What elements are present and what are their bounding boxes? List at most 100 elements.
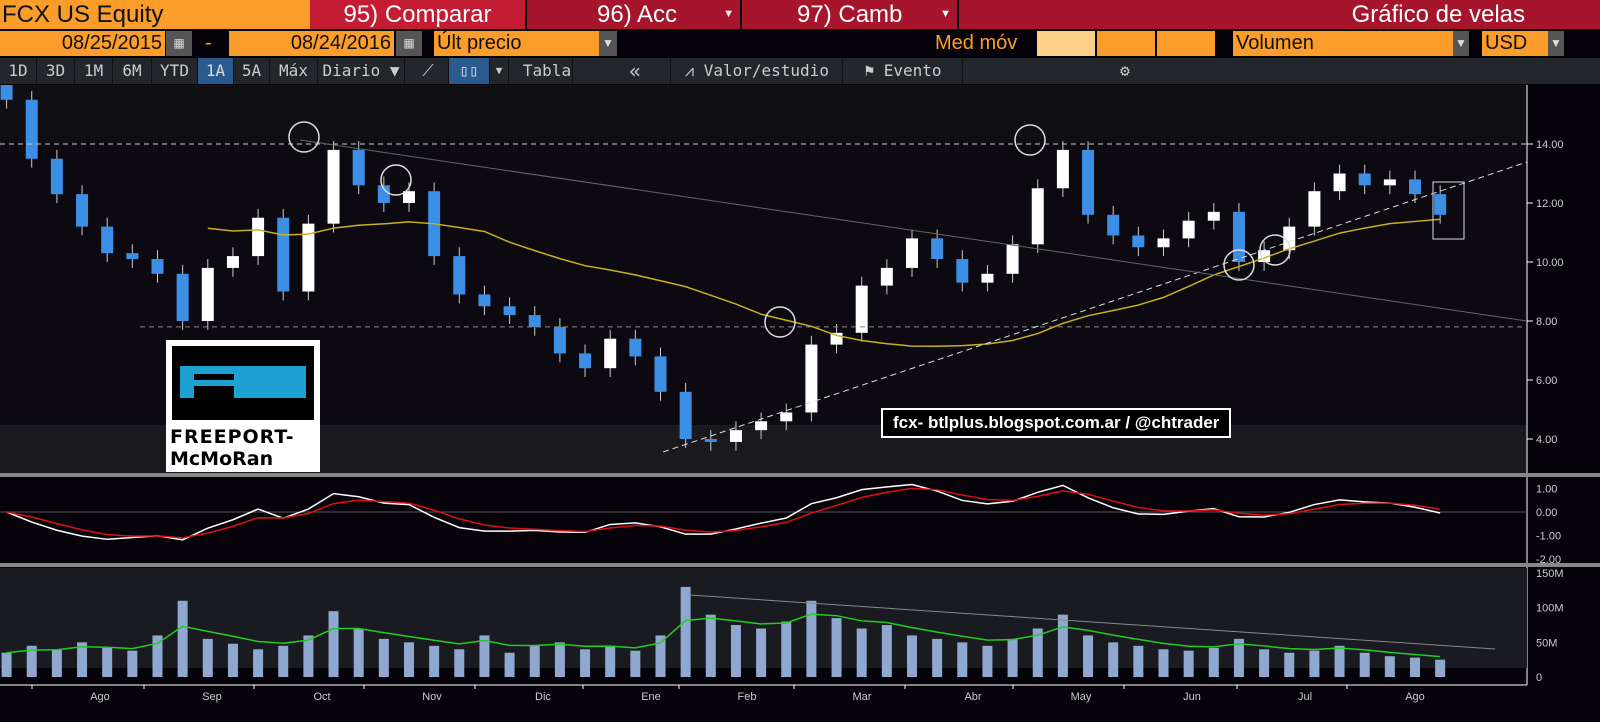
range-6m[interactable]: 6M: [113, 58, 152, 84]
volume-bar: [932, 638, 943, 677]
volume-bar: [529, 645, 540, 677]
range-3d[interactable]: 3D: [37, 58, 75, 84]
calendar-icon[interactable]: ▦: [396, 31, 422, 56]
moving-avg-input-1[interactable]: [1037, 31, 1095, 56]
candle-body: [1308, 191, 1321, 227]
price-tick-label: 4.00: [1536, 434, 1557, 446]
dropdown-icon[interactable]: ▼: [1453, 31, 1469, 56]
start-date-input[interactable]: 08/25/2015: [0, 31, 165, 56]
change-menu[interactable]: 97) Camb ▼: [742, 0, 957, 29]
flag-icon: ⚑: [864, 61, 884, 80]
month-label: Feb: [738, 691, 757, 703]
logo-text: FREEPORT-: [170, 426, 295, 448]
month-label: Nov: [422, 691, 442, 703]
volume-tick-label: 100M: [1536, 603, 1564, 615]
month-label: Abr: [964, 691, 981, 703]
volume-tick-label: 150M: [1536, 568, 1564, 580]
month-label: Ene: [641, 691, 661, 703]
candle-body: [1107, 214, 1120, 236]
security-field[interactable]: FCX US Equity: [0, 0, 310, 29]
macd-tick-label: -2.00: [1536, 554, 1561, 566]
chart-area[interactable]: 14.00 12.00 10.00 8.00 6.00 4.00 1.00 0.00 -1.00…: [0, 85, 1600, 722]
candle-body: [1434, 194, 1447, 215]
downtrend-line: [299, 139, 1528, 322]
chart-title: Gráfico de velas: [959, 0, 1600, 29]
collapse-icon[interactable]: «: [600, 58, 671, 84]
month-label: Sep: [202, 691, 222, 703]
volume-bar: [1384, 656, 1395, 677]
volume-tick-label: 0: [1536, 672, 1542, 684]
candle-body: [855, 285, 868, 333]
moving-average-line: [207, 218, 1441, 347]
volume-bar: [630, 650, 641, 677]
table-button[interactable]: Tabla: [522, 58, 573, 84]
compare-button[interactable]: 95) Comparar: [310, 0, 525, 29]
calendar-icon[interactable]: ▦: [166, 31, 192, 56]
candle-body: [176, 273, 189, 321]
value-study-button[interactable]: ⩘ Valor/estudio: [672, 58, 843, 84]
period-select[interactable]: Diario ▼: [318, 58, 405, 84]
actions-label: 96) Acc: [597, 1, 678, 28]
candle-body: [679, 391, 692, 439]
range-1m[interactable]: 1M: [75, 58, 113, 84]
volume-bar: [680, 586, 691, 677]
volume-bar: [1208, 647, 1219, 677]
toolbar: 1D 3D 1M 6M YTD 1A 5A Máx Diario ▼ ⟋ ▯▯ …: [0, 58, 1600, 84]
price-tick-label: 8.00: [1536, 316, 1557, 328]
candle-body: [50, 158, 63, 195]
volume-tick-label: 50M: [1536, 637, 1557, 649]
candle-body: [1132, 235, 1145, 248]
dropdown-icon: ▼: [940, 8, 951, 20]
actions-menu[interactable]: 96) Acc ▼: [527, 0, 740, 29]
range-1d[interactable]: 1D: [0, 58, 37, 84]
volume-bar: [504, 652, 515, 677]
range-1a[interactable]: 1A: [198, 58, 234, 84]
lower-study-select[interactable]: Volumen: [1233, 31, 1454, 56]
range-5a[interactable]: 5A: [234, 58, 270, 84]
candle-body: [1258, 250, 1271, 262]
range-max[interactable]: Máx: [270, 58, 318, 84]
signal-line: [6, 487, 1441, 539]
moving-avg-input-3[interactable]: [1157, 31, 1215, 56]
candle-body: [1358, 173, 1371, 186]
candle-body: [1031, 188, 1044, 245]
range-ytd[interactable]: YTD: [152, 58, 198, 84]
uptrend-line: [662, 161, 1528, 453]
candle-body: [503, 306, 516, 316]
volume-bar: [152, 635, 163, 677]
dropdown-icon[interactable]: ▼: [599, 31, 617, 56]
volume-bar: [1057, 614, 1068, 677]
candle-body: [780, 412, 793, 422]
volume-bar: [227, 643, 238, 677]
candle-body: [126, 253, 139, 260]
gear-icon[interactable]: ⚙: [1120, 61, 1130, 80]
pane-divider[interactable]: [0, 563, 1600, 567]
candle-body: [1082, 149, 1095, 215]
dropdown-icon[interactable]: ▼: [1548, 31, 1564, 56]
candle-body: [604, 338, 617, 369]
event-button[interactable]: ⚑ Evento: [844, 58, 963, 84]
volume-bar: [906, 635, 917, 677]
end-date-input[interactable]: 08/24/2016: [229, 31, 394, 56]
volume-bar: [51, 649, 62, 677]
highlight-circle: [764, 306, 796, 338]
pane-divider[interactable]: [0, 473, 1600, 477]
candle-body: [931, 238, 944, 260]
candlestick-icon[interactable]: ▯▯: [449, 58, 490, 84]
candle-body: [1409, 179, 1421, 195]
price-field-select[interactable]: Últ precio: [434, 31, 601, 56]
line-chart-icon[interactable]: ⟋: [408, 58, 449, 84]
candle-body: [25, 99, 38, 159]
candle-body: [76, 194, 89, 227]
volume-bar: [881, 625, 892, 677]
currency-select[interactable]: USD: [1482, 31, 1549, 56]
month-label: Mar: [853, 691, 872, 703]
moving-avg-input-2[interactable]: [1097, 31, 1155, 56]
volume-bar: [1007, 638, 1018, 677]
candle-body: [704, 439, 717, 442]
highlight-circle: [288, 121, 320, 153]
price-tick-label: 10.00: [1536, 257, 1564, 269]
chart-type-dropdown-icon[interactable]: ▼: [490, 58, 509, 84]
macd-tick-label: -1.00: [1536, 531, 1561, 543]
volume-bar: [454, 649, 465, 677]
